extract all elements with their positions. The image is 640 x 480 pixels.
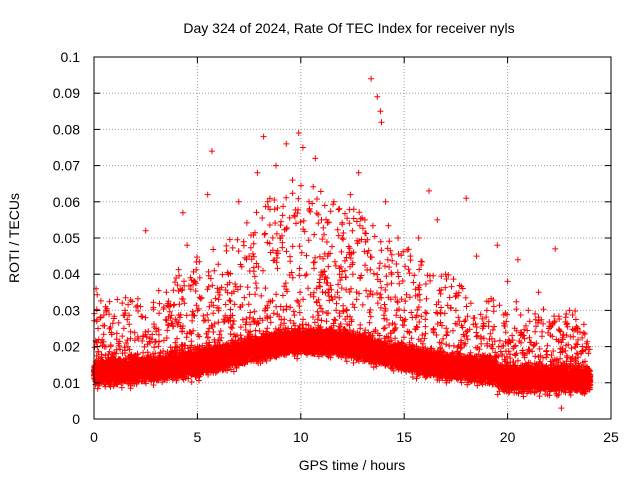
data-point	[330, 198, 337, 205]
data-point	[264, 198, 271, 205]
data-point	[577, 329, 583, 336]
data-point	[318, 216, 325, 223]
data-point	[97, 372, 104, 379]
y-tick-label: 0.07	[53, 158, 80, 174]
x-tick-label: 25	[603, 429, 619, 445]
data-point	[355, 169, 362, 176]
data-point	[347, 191, 354, 198]
data-point	[546, 325, 552, 332]
y-axis-label: ROTI / TECUs	[6, 193, 22, 283]
data-point	[153, 325, 159, 332]
data-point	[407, 253, 414, 260]
y-tick-label: 0.1	[61, 49, 81, 65]
data-point	[208, 148, 215, 155]
plot-frame	[93, 56, 612, 420]
data-point	[483, 307, 490, 314]
data-point	[101, 343, 108, 350]
data-point	[504, 278, 511, 285]
data-point	[339, 235, 346, 241]
x-tick-label: 5	[194, 429, 202, 445]
data-point	[260, 133, 267, 140]
data-point	[299, 144, 306, 151]
data-point	[95, 325, 102, 332]
data-point	[388, 271, 395, 278]
data-points	[91, 75, 592, 412]
data-point	[395, 235, 401, 241]
data-point	[184, 242, 191, 249]
x-axis-label: GPS time / hours	[299, 457, 406, 473]
data-point	[134, 350, 141, 357]
data-point	[142, 227, 149, 234]
data-point	[434, 216, 441, 223]
data-point	[225, 271, 232, 278]
y-tick-label: 0.01	[53, 375, 80, 391]
scatter-cloud-chunk	[91, 182, 594, 396]
data-point	[401, 307, 408, 314]
chart-title: Day 324 of 2024, Rate Of TEC Index for r…	[183, 20, 514, 36]
x-tick-label: 10	[293, 429, 309, 445]
y-tick-label: 0.06	[53, 194, 80, 210]
data-point	[283, 140, 290, 147]
x-tick-label: 20	[500, 429, 516, 445]
scatter-cloud	[91, 182, 594, 400]
data-point	[361, 216, 368, 223]
data-point	[514, 256, 521, 263]
data-point	[525, 307, 532, 314]
axis-ticks: 0 5 10 15 20 25 0 0.01 0.02 0.03 0.04 0.05 0.06 0.07 0…	[53, 49, 619, 445]
data-point	[204, 191, 211, 198]
data-point	[442, 271, 449, 278]
y-tick-label: 0.05	[53, 230, 80, 246]
y-tick-label: 0.02	[53, 339, 80, 355]
x-tick-label: 0	[90, 429, 98, 445]
data-point	[215, 289, 222, 296]
data-point	[173, 343, 180, 350]
data-point	[452, 307, 459, 314]
data-point	[473, 253, 480, 260]
data-point	[306, 198, 313, 205]
data-point	[194, 307, 201, 314]
data-point	[246, 253, 253, 260]
data-point	[377, 108, 384, 115]
data-point	[558, 405, 565, 412]
y-tick-label: 0	[72, 411, 80, 427]
data-point	[585, 343, 592, 350]
data-point	[235, 198, 242, 205]
data-point	[415, 235, 422, 241]
data-point	[122, 307, 128, 314]
data-point	[494, 242, 501, 249]
data-point	[277, 235, 284, 241]
data-point	[382, 198, 389, 205]
data-point	[374, 93, 381, 100]
data-point	[368, 75, 375, 82]
data-point	[163, 289, 170, 296]
y-tick-label: 0.08	[53, 121, 80, 137]
data-point	[324, 253, 331, 260]
data-point	[463, 195, 470, 202]
data-point	[289, 177, 296, 184]
data-point	[179, 209, 186, 216]
data-point	[273, 162, 279, 169]
y-tick-label: 0.09	[53, 85, 80, 101]
data-point	[254, 169, 261, 176]
data-point	[426, 187, 432, 194]
data-point	[239, 343, 246, 350]
data-point	[295, 130, 302, 136]
data-point	[552, 245, 559, 252]
x-tick-label: 15	[396, 429, 412, 445]
y-tick-label: 0.04	[53, 266, 80, 282]
y-tick-label: 0.03	[53, 302, 80, 318]
data-point	[378, 119, 385, 126]
data-point	[535, 289, 542, 296]
data-point	[312, 155, 319, 162]
data-point	[566, 307, 573, 314]
data-point	[111, 361, 118, 368]
